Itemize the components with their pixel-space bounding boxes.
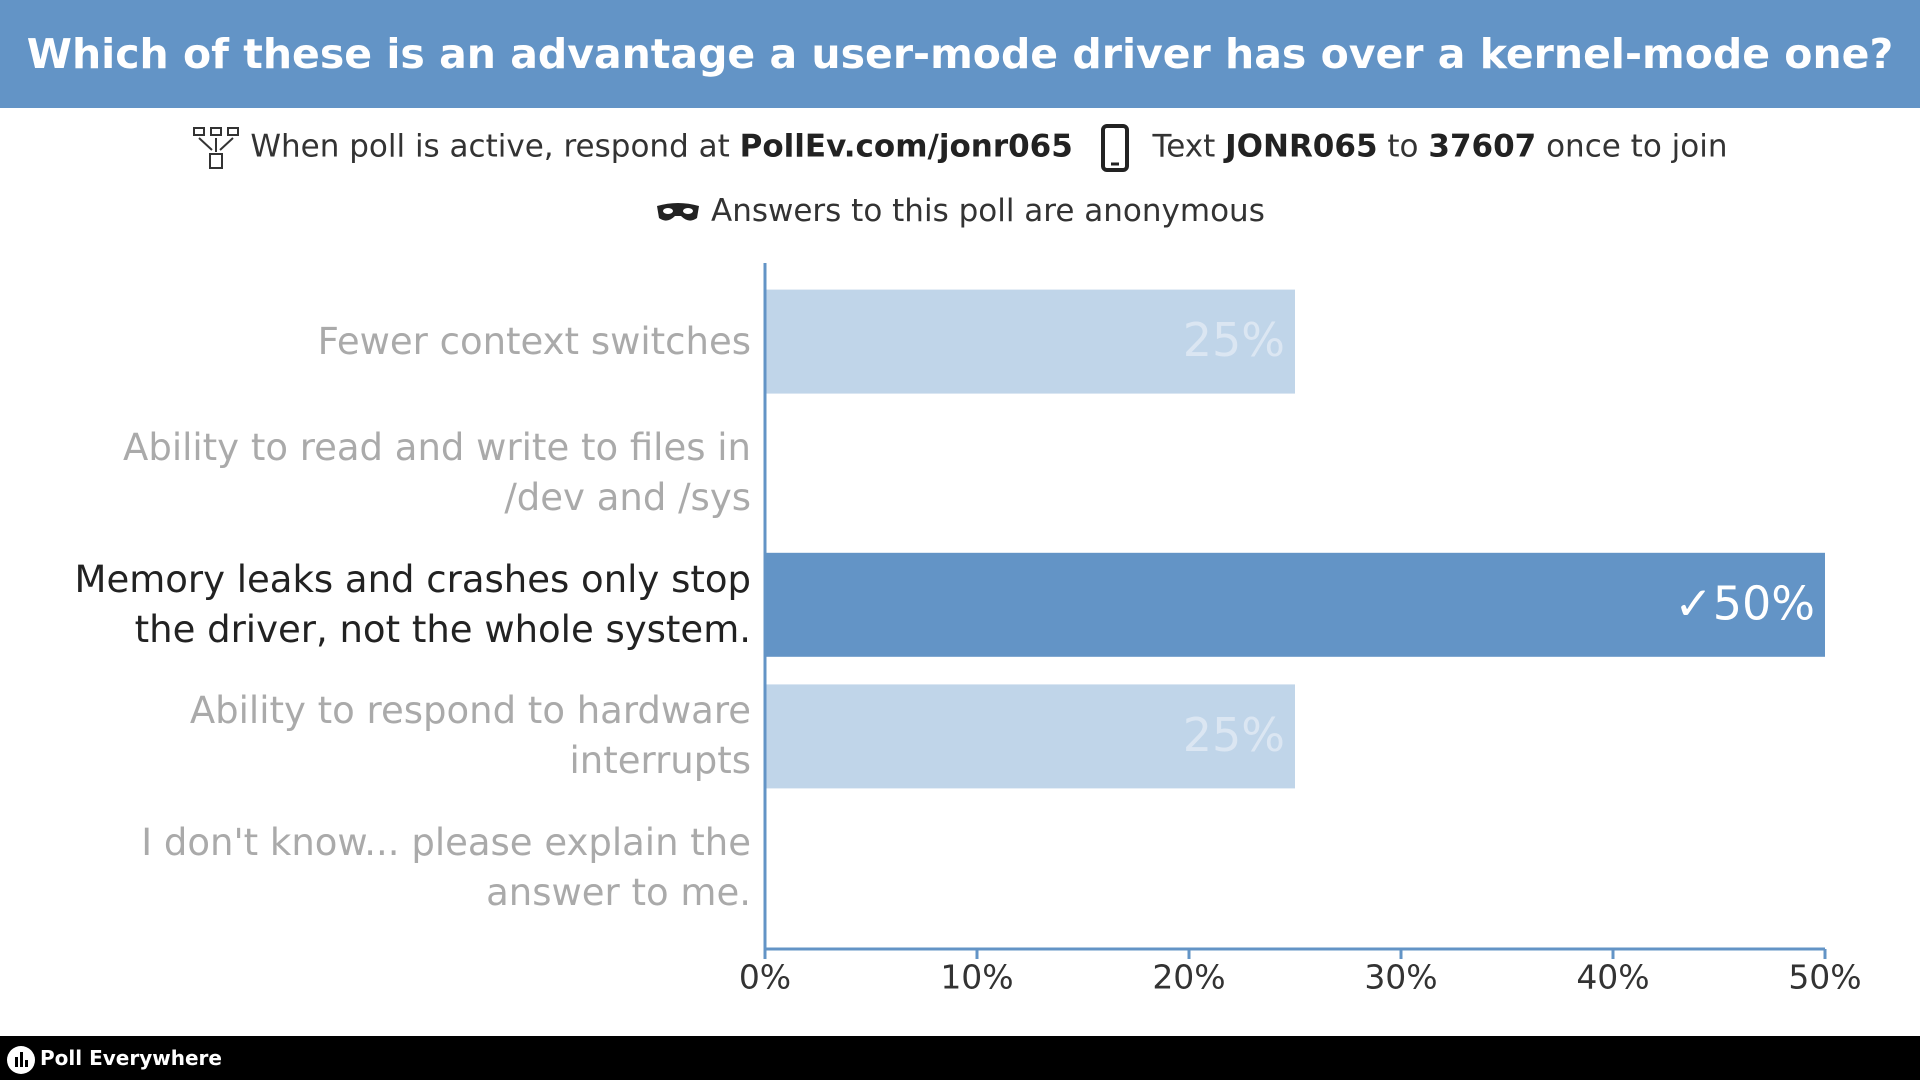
instruction-text: once to join — [1546, 128, 1728, 165]
bar — [765, 552, 1825, 657]
phone-icon — [1100, 124, 1129, 172]
instructions: When poll is active, respond at PollEv.c… — [0, 124, 1920, 172]
value-label: ✓50% — [1674, 576, 1815, 630]
chart: 25% ✓50% 25% 0% 10% 20% 30% 40% 50% — [739, 263, 1862, 997]
x-tick-label: 40% — [1576, 958, 1649, 997]
phone-number: 37607 — [1428, 128, 1537, 165]
bar — [765, 289, 1295, 394]
x-tick-label: 50% — [1788, 958, 1861, 997]
category-label: Ability to read and write to files in /d… — [123, 426, 751, 520]
category-label: I don't know... please explain the answe… — [141, 821, 751, 914]
anonymous-text: Answers to this poll are anonymous — [711, 193, 1265, 229]
x-tick-label: 30% — [1364, 958, 1437, 997]
footer: Poll Everywhere — [0, 1036, 1920, 1080]
instruction-text: When poll is active, respond at — [250, 128, 730, 165]
brand: Poll Everywhere — [40, 1046, 222, 1070]
category-label: Ability to respond to hardware interrupt… — [189, 689, 751, 783]
logo — [7, 1045, 35, 1074]
x-tick-label: 10% — [940, 958, 1013, 997]
value-label: 25% — [1183, 313, 1285, 367]
mask-icon — [657, 202, 700, 221]
keyword: JONR065 — [1225, 128, 1378, 165]
title: Which of these is an advantage a user-mo… — [26, 30, 1894, 78]
anonymous-line: Answers to this poll are anonymous — [0, 193, 1920, 229]
x-tick-label: 20% — [1152, 958, 1225, 997]
web-icon — [193, 127, 240, 169]
value-label: 25% — [1183, 708, 1285, 762]
instruction-text: Text — [1152, 128, 1216, 165]
category-label: Fewer context switches — [317, 319, 751, 363]
bar — [765, 684, 1295, 789]
title-bar: Which of these is an advantage a user-mo… — [0, 0, 1920, 108]
x-tick-label: 0% — [739, 958, 791, 997]
instruction-text: to — [1387, 128, 1419, 165]
poll-url: PollEv.com/jonr065 — [739, 128, 1073, 165]
category-label: Memory leaks and crashes only stop the d… — [74, 557, 751, 651]
